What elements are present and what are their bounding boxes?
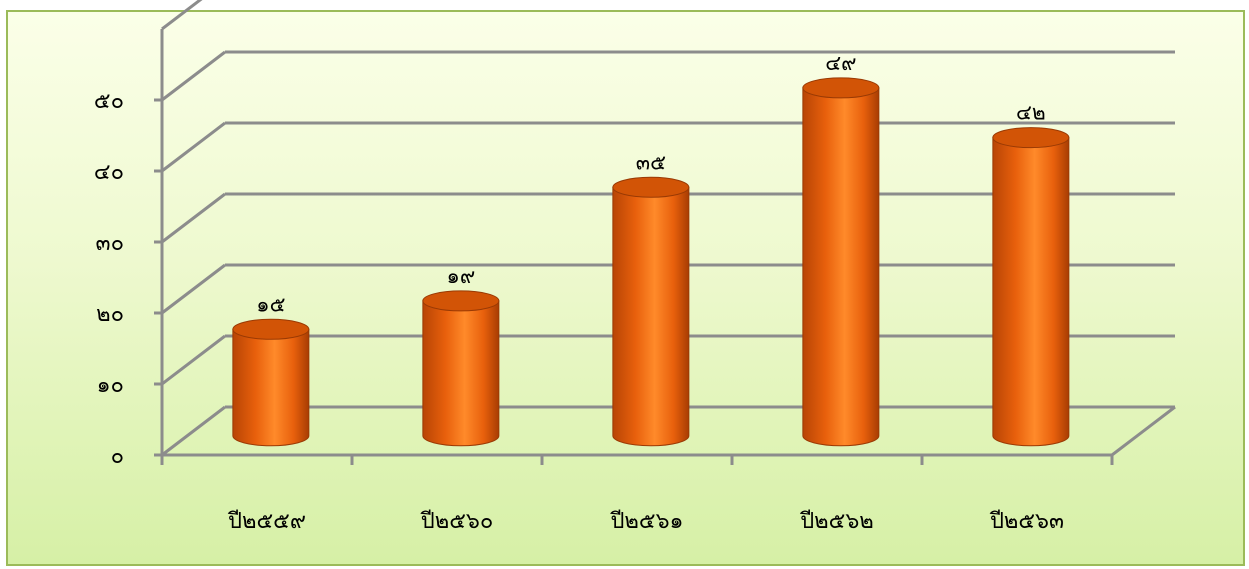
- x-tick-label-4: ปี๒๕๖๓: [989, 509, 1064, 534]
- value-label-4: ๔๒: [1016, 101, 1046, 125]
- bar-top-2: [612, 176, 690, 198]
- bar-0: [232, 318, 310, 447]
- value-label-1: ๑๙: [447, 264, 476, 288]
- x-tick-label-3: ปี๒๕๖๒: [799, 509, 874, 534]
- bar-top-3: [802, 77, 880, 99]
- gridline-side-50: [161, 50, 226, 102]
- bar-top-1: [422, 290, 500, 312]
- x-tick-label-2: ปี๒๕๖๑: [609, 509, 683, 534]
- bar-body-2: [612, 186, 690, 447]
- bar-body-1: [422, 300, 500, 447]
- gridline-side-30: [161, 192, 226, 244]
- bar-4: [992, 127, 1070, 447]
- y-tick-label-50: ๕๐: [94, 89, 124, 114]
- floor-edge: [1111, 405, 1176, 457]
- bar-body-4: [992, 137, 1070, 447]
- bar-top-0: [232, 318, 310, 340]
- gridline-side-40: [161, 121, 226, 173]
- bar-top-4: [992, 127, 1070, 149]
- gridline-side-20: [161, 263, 226, 315]
- value-label-2: ๓๕: [636, 150, 666, 174]
- gridline-side-0: [161, 405, 226, 457]
- y-tick-label-30: ๓๐: [96, 231, 124, 256]
- gridline-side-top: [161, 0, 203, 31]
- value-label-0: ๑๕: [256, 292, 285, 316]
- x-tick-label-0: ปี๒๕๕๙: [227, 509, 306, 534]
- y-tick-label-0: ๐: [111, 444, 124, 469]
- value-label-3: ๔๙: [825, 51, 856, 75]
- bar-body-0: [232, 328, 310, 447]
- y-tick-label-10: ๑๐: [97, 373, 124, 398]
- bar-3: [802, 77, 880, 447]
- bar-2: [612, 176, 690, 447]
- bars: [232, 77, 1070, 447]
- x-tick-label-1: ปี๒๕๖๐: [420, 509, 494, 534]
- bar-body-3: [802, 87, 880, 447]
- y-tick-label-20: ๒๐: [96, 302, 124, 327]
- axes: [154, 29, 1114, 465]
- y-tick-label-40: ๔๐: [94, 160, 124, 185]
- gridline-side-10: [161, 334, 226, 386]
- bar-1: [422, 290, 500, 447]
